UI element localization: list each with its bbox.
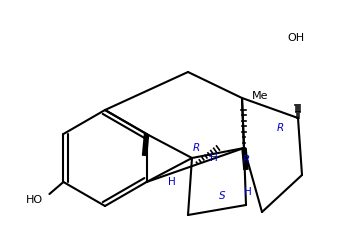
Text: Me: Me <box>252 91 269 101</box>
Text: OH: OH <box>287 33 305 43</box>
Text: H: H <box>244 187 252 197</box>
Text: R: R <box>192 143 200 153</box>
Text: HO: HO <box>26 195 43 205</box>
Text: R: R <box>242 155 249 165</box>
Text: H: H <box>210 153 218 163</box>
Text: R: R <box>277 123 284 133</box>
Text: S: S <box>219 191 225 201</box>
Text: H: H <box>168 177 176 187</box>
